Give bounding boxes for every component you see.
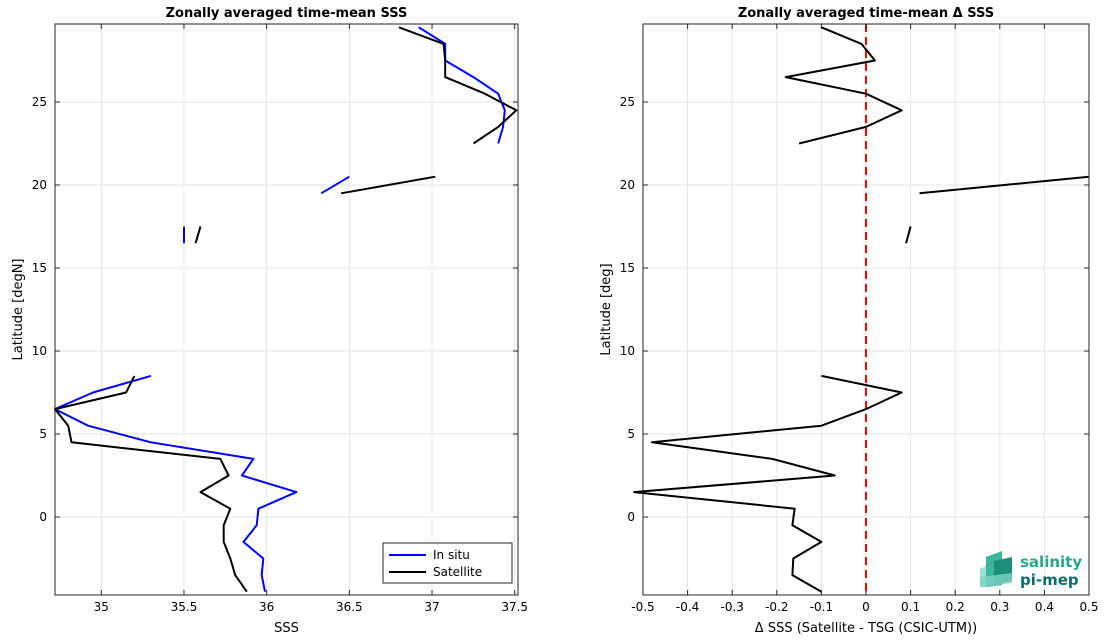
x-tick-label: 0.5 [1079,600,1098,614]
x-tick-label: 35 [94,600,109,614]
x-tick-label: 0 [862,600,870,614]
series-line-delta-segment-3 [784,26,903,145]
series-line-delta-segment-0 [633,374,903,593]
logo-line1: salinity [1020,553,1082,571]
x-tick-label: 0.2 [946,600,965,614]
y-tick-label: 15 [32,261,47,275]
y-tick-label: 5 [39,427,47,441]
axes-frame [54,23,519,596]
x-tick-label: -0.4 [676,600,699,614]
legend-label: Satellite [433,565,482,579]
y-tick-label: 20 [32,178,47,192]
x-tick-label: 36.5 [336,600,363,614]
legend: In situ Satellite [382,542,513,584]
panel-delta-sss: -0.5 -0.4 -0.3 -0.2 -0.1 0 0.1 0.2 0.3 0.4 0.5 0 5 10… [599,6,1099,636]
series-line-satellite-segment-1 [194,226,202,244]
y-tick-label: 15 [620,261,635,275]
y-axis-label: Latitude [degN] [11,258,26,360]
series-line-satellite-segment-0 [54,375,248,593]
series-line-delta-segment-1 [905,226,912,244]
plot-area [55,24,518,595]
x-tick-label: 37.5 [501,600,528,614]
x-tick-label: -0.1 [810,600,833,614]
series-line-in-situ-segment-2 [320,175,350,195]
x-tick-label: 35.5 [171,600,198,614]
x-tick-label: -0.2 [765,600,788,614]
panel-sss: 35 35.5 36 36.5 37 37.5 0 5 10 15 20 25 Zonally aver… [11,6,528,636]
x-tick-label: 37 [424,600,439,614]
y-tick-label: 5 [627,427,635,441]
series-line-in-situ-segment-3 [418,26,506,144]
legend-label: In situ [433,548,470,562]
chart-title: Zonally averaged time-mean SSS [166,6,408,21]
salinity-pi-mep-logo: salinity pi-mep [980,551,1082,589]
y-tick-label: 25 [620,95,635,109]
series-line-delta-segment-2 [919,175,1090,195]
x-axis-label: Δ SSS (Satellite - TSG (CSIC-UTM)) [755,621,977,636]
series-line-in-situ-segment-0 [54,374,298,592]
x-tick-label: 36 [259,600,274,614]
y-tick-label: 0 [39,510,47,524]
y-tick-label: 25 [32,95,47,109]
y-tick-label: 10 [32,344,47,358]
x-tick-label: 0.3 [990,600,1009,614]
logo-line2: pi-mep [1020,571,1079,589]
x-tick-label: -0.3 [720,600,743,614]
y-tick-label: 20 [620,178,635,192]
y-axis-label: Latitude [deg] [599,263,614,355]
x-axis-label: SSS [274,621,299,636]
x-tick-label: -0.5 [631,600,654,614]
y-tick-label: 0 [627,510,635,524]
series-line-satellite-segment-3 [398,26,518,145]
series-line-satellite-segment-2 [340,175,436,195]
chart-title: Zonally averaged time-mean Δ SSS [738,6,994,21]
legend-box [382,542,513,584]
y-tick-label: 10 [620,344,635,358]
x-tick-label: 0.4 [1035,600,1054,614]
x-tick-label: 0.1 [901,600,920,614]
